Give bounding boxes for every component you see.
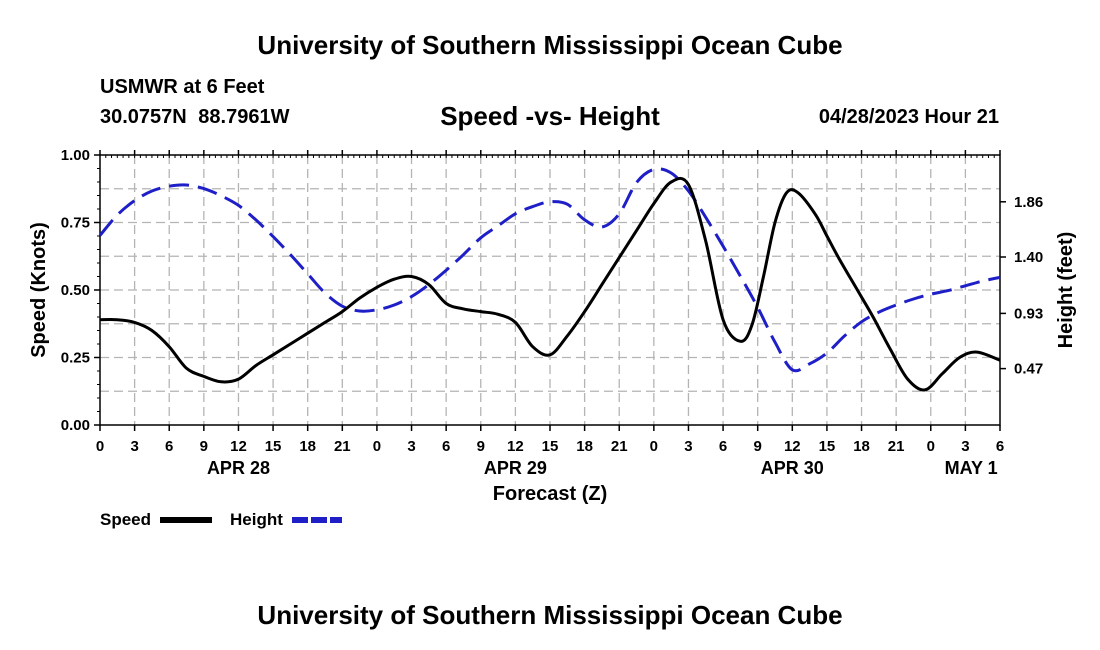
speed-series-line: [99, 176, 1001, 392]
x-tick-label: 12: [507, 438, 524, 455]
x-tick-label: 18: [853, 438, 870, 455]
x-axis-title: Forecast (Z): [493, 483, 607, 505]
x-tick-label: 6: [442, 438, 450, 455]
y-left-tick-label: 0.75: [61, 215, 90, 232]
x-tick-label: 0: [373, 438, 381, 455]
station-label: USMWR at 6 Feet: [100, 76, 265, 98]
x-tick-label: 0: [96, 438, 104, 455]
y-right-tick-label: 0.47: [1014, 361, 1043, 378]
legend-speed-label: Speed: [100, 510, 151, 529]
y-right-tick-label: 0.93: [1014, 305, 1043, 322]
x-tick-label: 12: [784, 438, 801, 455]
x-tick-label: 15: [542, 438, 559, 455]
height-series-line: [98, 167, 1001, 373]
x-tick-label: 6: [165, 438, 173, 455]
date-label: APR 29: [484, 458, 547, 478]
x-tick-label: 3: [684, 438, 692, 455]
x-tick-label: 3: [961, 438, 969, 455]
forecast-datetime: 04/28/2023 Hour 21: [818, 106, 999, 128]
x-tick-label: 3: [130, 438, 138, 455]
chart-main-title: University of Southern Mississippi Ocean…: [257, 30, 843, 60]
coordinates-label: 30.0757N 88.7961W: [100, 106, 290, 128]
x-tick-label: 6: [996, 438, 1004, 455]
x-tick-label: 15: [265, 438, 282, 455]
x-tick-label: 9: [200, 438, 208, 455]
date-label: MAY 1: [945, 458, 998, 478]
x-tick-label: 6: [719, 438, 727, 455]
x-tick-label: 18: [299, 438, 316, 455]
x-tick-label: 3: [407, 438, 415, 455]
y-right-tick-label: 1.40: [1014, 249, 1043, 266]
y-left-axis-title: Speed (Knots): [28, 222, 50, 358]
x-tick-label: 9: [754, 438, 762, 455]
y-left-tick-label: 1.00: [61, 147, 90, 164]
y-left-tick-label: 0.50: [61, 282, 90, 299]
x-tick-label: 21: [334, 438, 351, 455]
y-right-tick-label: 1.86: [1014, 194, 1043, 211]
x-tick-label: 9: [477, 438, 485, 455]
x-tick-label: 0: [927, 438, 935, 455]
x-tick-label: 18: [576, 438, 593, 455]
x-tick-label: 21: [611, 438, 628, 455]
x-tick-label: 15: [819, 438, 836, 455]
footer-title: University of Southern Mississippi Ocean…: [257, 600, 843, 630]
y-left-tick-label: 0.25: [61, 350, 90, 367]
x-tick-label: 12: [230, 438, 247, 455]
legend-height-label: Height: [230, 510, 283, 529]
y-left-tick-label: 0.00: [61, 417, 90, 434]
date-label: APR 28: [207, 458, 270, 478]
x-tick-label: 21: [888, 438, 905, 455]
chart-subtitle: Speed -vs- Height: [440, 101, 660, 131]
x-tick-label: 0: [650, 438, 658, 455]
date-label: APR 30: [761, 458, 824, 478]
y-right-axis-title: Height (feet): [1055, 232, 1077, 349]
